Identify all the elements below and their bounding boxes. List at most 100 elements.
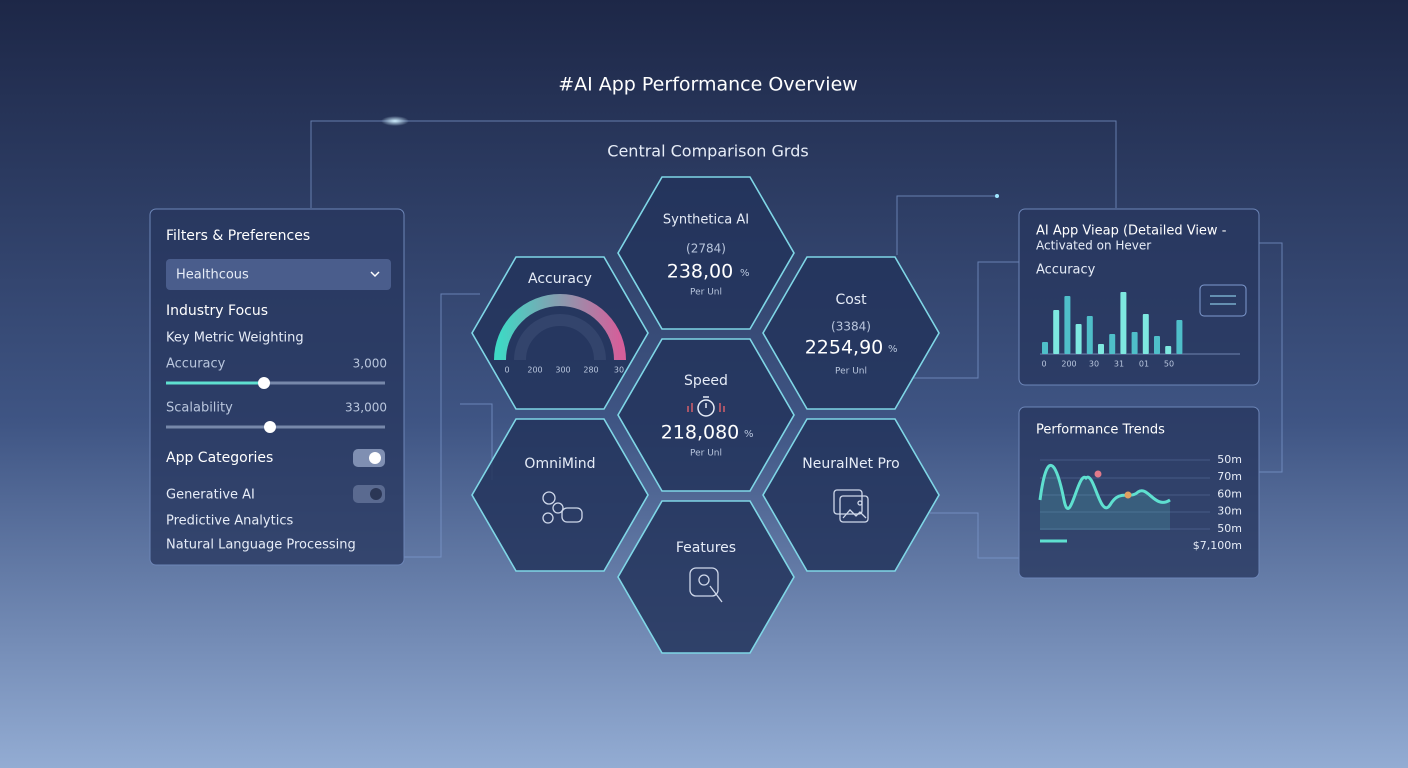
label: Generative AI: [166, 488, 255, 503]
detail-panel: AI App Vieap (Detailed View - Activated …: [1018, 208, 1260, 386]
bar: [1075, 324, 1082, 354]
count: (2784): [686, 242, 726, 256]
hexagon[interactable]: [617, 176, 795, 330]
hex-title: Features: [676, 540, 736, 556]
label: Industry Focus: [166, 303, 268, 319]
chat-icon: [542, 491, 583, 524]
bar: [1109, 334, 1116, 354]
unit: %: [744, 429, 754, 440]
dropdown-value[interactable]: Healthcous: [176, 268, 249, 283]
panel-title: AI App Vieap (Detailed View -: [1036, 224, 1227, 239]
trend-label: 60m: [1217, 487, 1242, 500]
trend-label: $7,100m: [1193, 539, 1242, 552]
hex-grid: [471, 176, 940, 654]
panel-title: Activated on Hever: [1036, 239, 1151, 253]
gauge-label: 0: [504, 366, 509, 375]
settings-lines: [1210, 295, 1236, 305]
page-title: #AI App Performance Overview: [558, 74, 858, 96]
unit: %: [740, 268, 750, 279]
bar: [1176, 320, 1183, 354]
x-label: 200: [1061, 360, 1076, 369]
dropdown-arrow: [370, 271, 380, 278]
hexagon[interactable]: [762, 418, 940, 572]
bar: [1120, 292, 1127, 354]
hex-title: Cost: [835, 292, 867, 308]
count: (3384): [831, 320, 871, 334]
trend-marker: [1124, 491, 1132, 499]
trend-labels: 50m 70m 60m 30m 50m $7,100m: [1193, 453, 1242, 552]
hex-title: Accuracy: [528, 271, 592, 287]
trend-area: [1040, 465, 1170, 530]
slider-value: 33,000: [345, 401, 387, 415]
slider-label: Accuracy: [166, 357, 226, 372]
x-label: 50: [1164, 360, 1174, 369]
settings-icon[interactable]: [1199, 284, 1247, 317]
gauge-label: 300: [555, 366, 570, 375]
trend-label: 30m: [1217, 505, 1242, 518]
bar: [1042, 342, 1048, 354]
gauge-inner: [514, 314, 606, 361]
slider-label: Scalability: [166, 401, 233, 416]
label: Natural Language Processing: [166, 538, 356, 553]
hex-title: Synthetica AI: [663, 213, 749, 228]
image-icon: [833, 489, 869, 523]
trend-label: 50m: [1217, 453, 1242, 466]
label: Key Metric Weighting: [166, 331, 304, 346]
connectors: [310, 116, 1283, 559]
hexagon[interactable]: [471, 418, 649, 572]
label: App Categories: [166, 450, 273, 466]
bar: [1154, 336, 1160, 354]
trends-panel: Performance Trends 50m 70m 60m 30m 50m $7,100…: [1018, 406, 1260, 579]
gauge-label: 30: [614, 366, 624, 375]
hexagon[interactable]: [617, 500, 795, 654]
bar: [1142, 314, 1149, 354]
metric-label: Accuracy: [1036, 263, 1096, 278]
hex-title: NeuralNet Pro: [802, 456, 899, 472]
features-icon: [689, 567, 723, 603]
label: Predictive Analytics: [166, 514, 293, 529]
bar: [1053, 310, 1060, 354]
x-label: 01: [1139, 360, 1149, 369]
unit: %: [888, 344, 898, 355]
hex-content: Accuracy 0 200 300 280 30 Synthetica AI …: [494, 213, 900, 603]
hex-title: OmniMind: [524, 456, 595, 472]
bar: [1064, 296, 1071, 354]
panel: [149, 208, 405, 566]
toggle-knob: [369, 452, 381, 464]
bar-chart: [1042, 292, 1183, 354]
stopwatch-icon: [687, 396, 725, 417]
subtitle: Central Comparison Grds: [607, 142, 808, 161]
slider-knob[interactable]: [258, 377, 270, 389]
per-unit: Per Unl: [690, 288, 722, 298]
hexagon[interactable]: [617, 338, 795, 492]
trend-marker: [1094, 470, 1102, 478]
x-label: 31: [1114, 360, 1124, 369]
gauge-arc: [494, 294, 626, 361]
bar: [1086, 316, 1093, 354]
trend-label: 50m: [1217, 522, 1242, 535]
bar: [1131, 332, 1138, 354]
trend-line: [1038, 463, 1171, 510]
per-unit: Per Unl: [690, 449, 722, 459]
value: 2254,90: [805, 337, 884, 359]
bar: [1165, 346, 1172, 354]
panel-title: Performance Trends: [1036, 423, 1165, 438]
bar: [1098, 344, 1104, 354]
gauge-label: 200: [527, 366, 542, 375]
hex-title: Speed: [684, 373, 728, 389]
x-label: 30: [1089, 360, 1099, 369]
dropdown[interactable]: [166, 259, 391, 290]
slider-value: 3,000: [353, 357, 387, 371]
grid: [1040, 459, 1210, 530]
per-unit: Per Unl: [835, 367, 867, 377]
hexagon[interactable]: [762, 256, 940, 410]
trend-label: 70m: [1217, 470, 1242, 483]
gauge-label: 280: [583, 366, 598, 375]
x-label: 0: [1041, 360, 1046, 369]
value: 238,00: [667, 261, 733, 283]
value: 218,080: [661, 422, 740, 444]
hexagon[interactable]: [471, 256, 649, 410]
slider-knob[interactable]: [264, 421, 276, 433]
